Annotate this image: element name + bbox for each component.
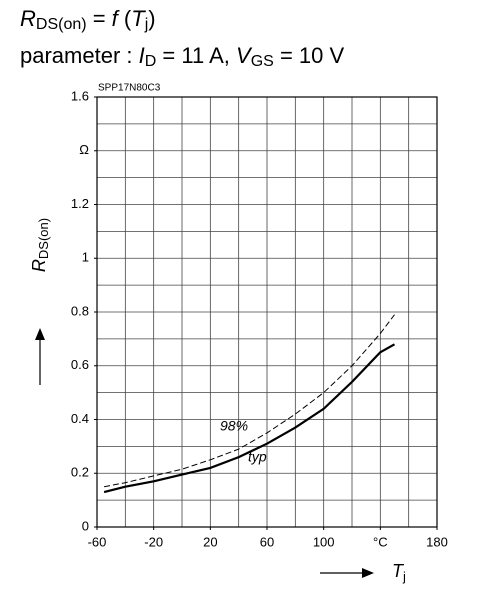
- subtitle-part: = 11 A,: [156, 43, 236, 68]
- x-label-part: j: [402, 569, 406, 584]
- subtitle-part: = 10 V: [274, 43, 345, 68]
- title-part: R: [20, 6, 36, 31]
- x-tick-label: 60: [260, 534, 274, 549]
- axis-arrowhead: [35, 328, 45, 340]
- series-label: typ: [248, 449, 267, 465]
- chart-title: RDS(on) = f (Tj): [20, 6, 156, 33]
- title-part: ): [148, 6, 155, 31]
- part-number: SPP17N80C3: [98, 83, 161, 94]
- subtitle-part: V: [236, 43, 253, 68]
- y-label-part: R: [29, 259, 49, 272]
- subtitle-part: D: [145, 53, 157, 70]
- title-part: j: [144, 16, 149, 33]
- subtitle-part: I: [139, 43, 145, 68]
- subtitle-part: GS: [251, 53, 274, 70]
- chart-subtitle: parameter : ID = 11 A, VGS = 10 V: [20, 43, 344, 70]
- x-tick-label: -60: [88, 534, 107, 549]
- x-axis-label: Tj: [392, 561, 406, 585]
- title-part: T: [131, 6, 146, 31]
- axis-arrowhead: [362, 568, 374, 578]
- y-tick-label: Ω: [79, 142, 89, 157]
- title-part: f: [112, 6, 121, 31]
- series-line: [103, 343, 396, 494]
- y-tick-label: 0.8: [71, 303, 89, 318]
- y-tick-label: 0: [82, 518, 89, 533]
- x-tick-label: 20: [203, 534, 217, 549]
- x-tick-label: -20: [144, 534, 163, 549]
- series-label: 98%: [220, 418, 248, 434]
- x-tick-label: °C: [373, 534, 388, 549]
- y-tick-label: 1: [82, 250, 89, 265]
- y-tick-label: 0.4: [71, 411, 89, 426]
- y-tick-label: 1.6: [71, 88, 89, 103]
- title-part: DS(on): [36, 16, 87, 33]
- x-tick-label: 100: [313, 534, 335, 549]
- subtitle-part: parameter :: [20, 43, 139, 68]
- y-label-part: DS(on): [36, 218, 51, 259]
- y-axis-label: RDS(on): [29, 218, 52, 272]
- series-line: [104, 314, 395, 488]
- y-tick-label: 0.2: [71, 465, 89, 480]
- title-part: (: [118, 6, 132, 31]
- title-part: =: [87, 6, 112, 31]
- y-tick-label: 1.2: [71, 196, 89, 211]
- x-tick-label: 180: [426, 534, 448, 549]
- y-tick-label: 0.6: [71, 357, 89, 372]
- x-label-part: T: [392, 561, 405, 581]
